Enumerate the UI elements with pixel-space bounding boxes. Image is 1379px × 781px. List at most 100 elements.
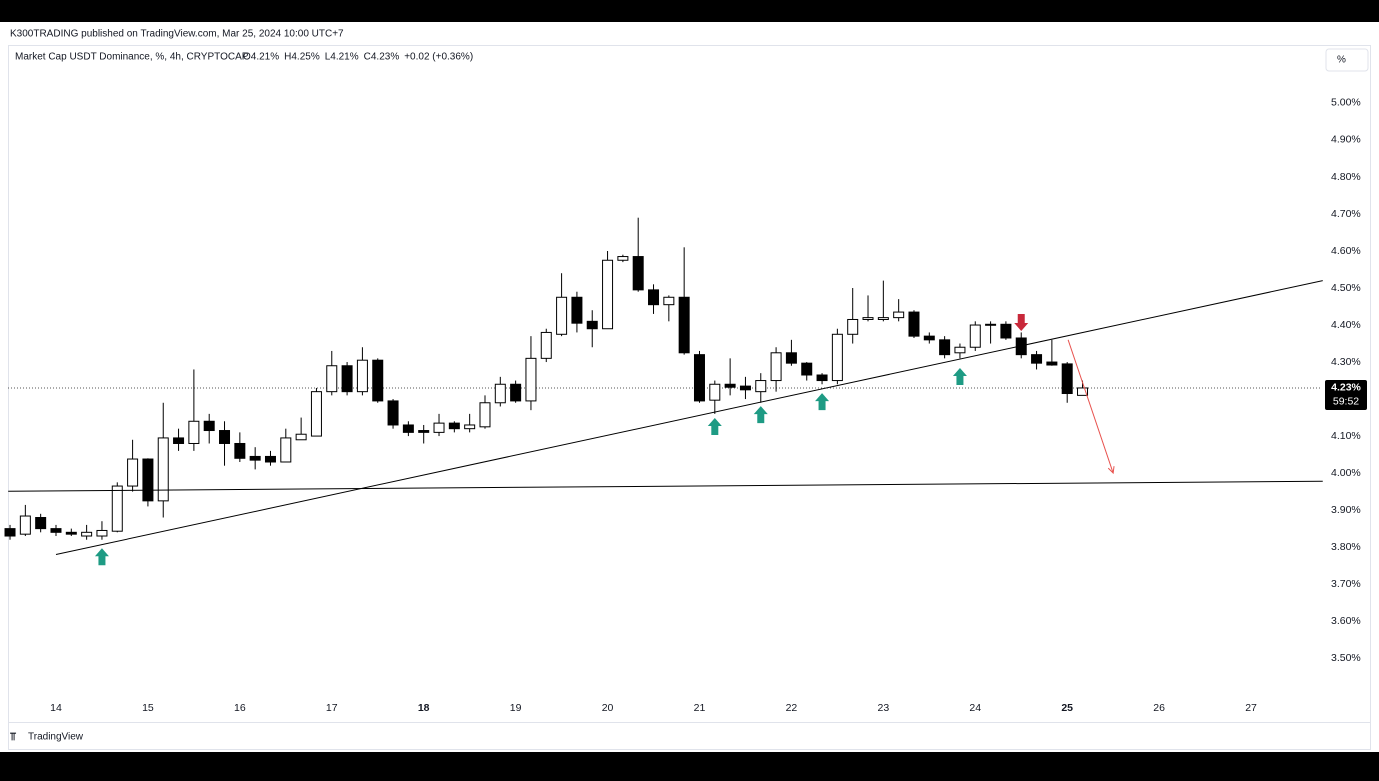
candle-body	[755, 380, 767, 393]
candle-body	[969, 324, 981, 348]
candle-body	[127, 458, 139, 487]
y-tick-label: 4.60%	[1331, 245, 1361, 257]
publish-header: K300TRADING published on TradingView.com…	[10, 29, 344, 40]
y-tick-label: 4.00%	[1331, 467, 1361, 479]
y-tick-label: 4.40%	[1331, 319, 1361, 331]
ohlc-value: O4.21%	[243, 52, 279, 63]
trend-arrow	[1067, 339, 1115, 475]
candle-body	[494, 383, 506, 404]
x-tick-label: 20	[602, 702, 614, 714]
brand-name: TradingView	[28, 732, 84, 743]
x-tick-label: 22	[786, 702, 798, 714]
candle-body	[1000, 323, 1012, 339]
ohlc-value: L4.21%	[325, 52, 359, 63]
candle-body	[326, 365, 338, 393]
candle-body	[479, 402, 491, 428]
candle-body	[35, 517, 47, 530]
candle-body	[111, 485, 123, 532]
candle-body	[908, 311, 920, 337]
y-tick-label: 4.90%	[1331, 134, 1361, 146]
candle-body	[632, 256, 644, 291]
candle-body	[1061, 363, 1073, 395]
candle-body	[939, 339, 951, 356]
signal-arrow	[815, 393, 830, 411]
candle-body	[571, 296, 583, 324]
y-tick-label: 5.00%	[1331, 97, 1361, 109]
candle-body	[173, 437, 185, 444]
candle-body	[464, 424, 476, 430]
x-tick-label: 19	[510, 702, 522, 714]
y-tick-label: 3.60%	[1331, 615, 1361, 627]
candle-body	[219, 430, 231, 444]
scale-button-label[interactable]: %	[1337, 55, 1346, 66]
candle-body	[142, 458, 154, 502]
candle-body	[4, 528, 16, 537]
candle-body	[157, 437, 169, 502]
y-tick-label: 3.70%	[1331, 578, 1361, 590]
candle-body	[709, 383, 721, 401]
candle-body	[556, 296, 568, 335]
candle-body	[739, 385, 751, 391]
x-tick-label: 18	[418, 702, 430, 714]
x-tick-label: 16	[234, 702, 246, 714]
scale-button[interactable]	[1325, 48, 1369, 72]
candle-body	[617, 256, 629, 261]
price-label: 4.23%	[1331, 382, 1361, 394]
candle-body	[1077, 387, 1089, 396]
x-tick-label: 24	[969, 702, 981, 714]
candle-body	[402, 424, 414, 433]
x-tick-label: 25	[1061, 702, 1073, 714]
candle-body	[19, 515, 31, 535]
candle-body	[785, 352, 797, 364]
y-tick-label: 4.70%	[1331, 208, 1361, 220]
candle-body	[678, 296, 690, 354]
ohlc-value: C4.23%	[364, 52, 400, 63]
candle-body	[280, 437, 292, 463]
brand-logo: ⫪	[10, 731, 16, 743]
candle-body	[387, 400, 399, 426]
x-tick-label: 14	[50, 702, 62, 714]
candle-body	[203, 420, 215, 432]
signal-arrow	[94, 548, 109, 566]
candle-body	[893, 311, 905, 319]
y-tick-label: 4.50%	[1331, 282, 1361, 294]
y-tick-label: 3.90%	[1331, 504, 1361, 516]
candle-body	[985, 323, 997, 326]
signal-arrow	[753, 406, 768, 424]
x-tick-label: 15	[142, 702, 154, 714]
x-tick-label: 23	[877, 702, 889, 714]
trend-line	[55, 280, 1323, 556]
x-tick-label: 26	[1153, 702, 1165, 714]
candle-body	[847, 318, 859, 335]
candle-body	[648, 289, 660, 306]
candle-body	[954, 346, 966, 354]
candle-body	[923, 335, 935, 341]
candle-body	[96, 529, 108, 537]
candle-body	[310, 391, 322, 437]
candle-body	[418, 430, 430, 433]
ohlc-value: +0.02 (+0.36%)	[404, 52, 473, 63]
candle-body	[586, 320, 598, 330]
candle-body	[525, 357, 537, 402]
y-tick-label: 4.30%	[1331, 356, 1361, 368]
candle-body	[50, 528, 62, 533]
signal-arrow	[952, 367, 967, 385]
candle-body	[295, 433, 307, 441]
y-tick-label: 4.10%	[1331, 430, 1361, 442]
candle-body	[1046, 361, 1058, 366]
candle-body	[877, 317, 889, 320]
candle-body	[81, 531, 93, 537]
candle-body	[341, 365, 353, 393]
x-tick-label: 21	[694, 702, 706, 714]
candle-body	[448, 422, 460, 430]
candle-body	[663, 296, 675, 306]
candle-body	[356, 359, 368, 393]
candle-body	[801, 362, 813, 376]
candle-body	[234, 442, 246, 459]
signal-arrow	[707, 417, 722, 435]
x-tick-label: 17	[326, 702, 338, 714]
candle-body	[816, 374, 828, 382]
candle-body	[724, 383, 736, 388]
x-tick-label: 27	[1245, 702, 1257, 714]
